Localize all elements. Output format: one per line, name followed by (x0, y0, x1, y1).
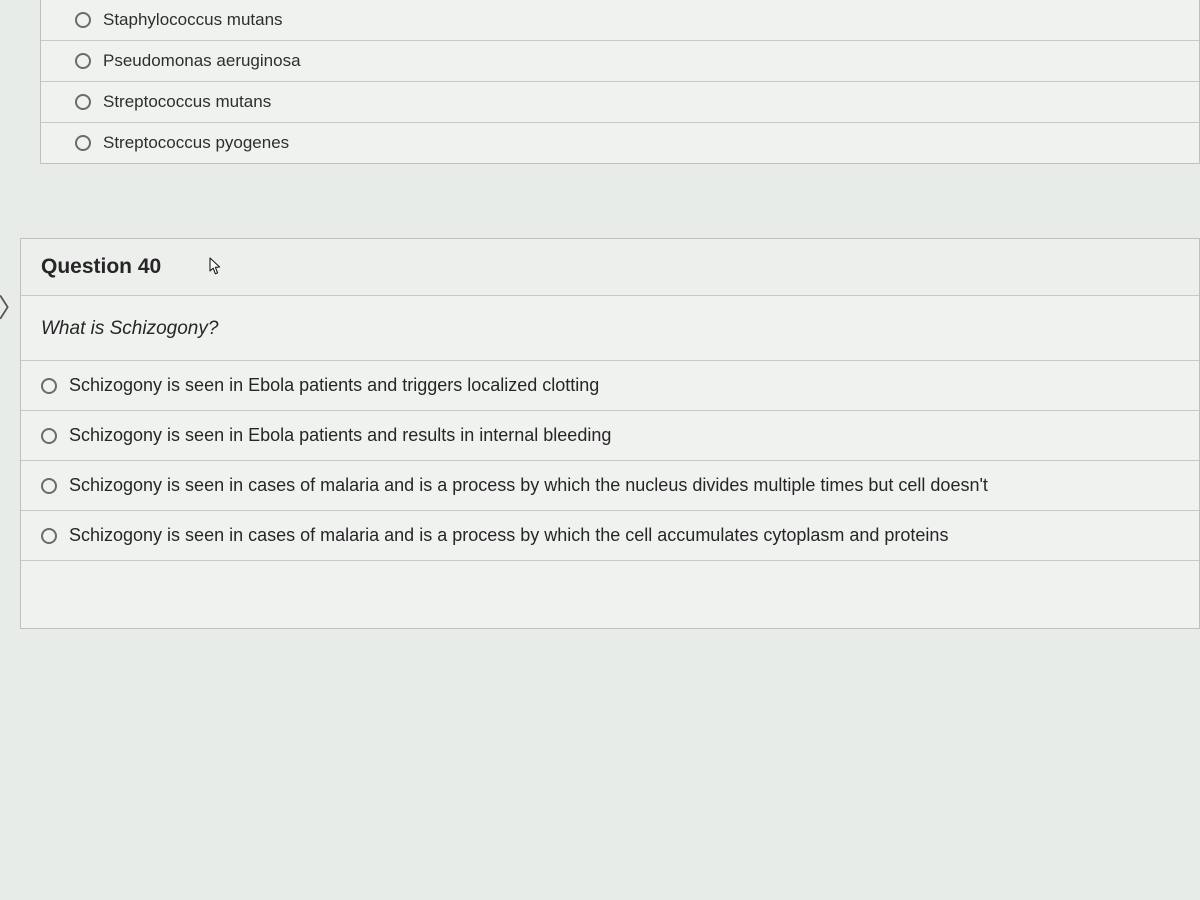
question-prompt: What is Schizogony? (21, 296, 1199, 361)
question-title: Question 40 (41, 255, 161, 279)
prev-option[interactable]: Streptococcus pyogenes (41, 122, 1199, 163)
q40-option[interactable]: Schizogony is seen in Ebola patients and… (21, 410, 1199, 460)
option-label: Schizogony is seen in cases of malaria a… (69, 525, 948, 546)
option-label: Pseudomonas aeruginosa (103, 51, 301, 71)
previous-question-options: Staphylococcus mutans Pseudomonas aerugi… (40, 0, 1200, 164)
option-label: Schizogony is seen in Ebola patients and… (69, 375, 599, 396)
q40-option[interactable]: Schizogony is seen in Ebola patients and… (21, 361, 1199, 410)
question-header: Question 40 (21, 239, 1199, 296)
radio-icon[interactable] (41, 478, 57, 494)
q40-option[interactable]: Schizogony is seen in cases of malaria a… (21, 460, 1199, 510)
option-label: Streptococcus mutans (103, 92, 271, 112)
radio-icon[interactable] (75, 53, 91, 69)
option-label: Streptococcus pyogenes (103, 133, 289, 153)
radio-icon[interactable] (75, 94, 91, 110)
radio-icon[interactable] (41, 528, 57, 544)
prev-question-nav[interactable]: 〉 (0, 288, 16, 328)
question-footer-space (21, 560, 1199, 628)
question-40: Question 40 What is Schizogony? Schizogo… (20, 238, 1200, 629)
radio-icon[interactable] (41, 378, 57, 394)
prev-option[interactable]: Pseudomonas aeruginosa (41, 40, 1199, 81)
q40-option[interactable]: Schizogony is seen in cases of malaria a… (21, 510, 1199, 560)
prev-option[interactable]: Streptococcus mutans (41, 81, 1199, 122)
option-label: Staphylococcus mutans (103, 10, 283, 30)
radio-icon[interactable] (75, 12, 91, 28)
option-label: Schizogony is seen in Ebola patients and… (69, 425, 611, 446)
radio-icon[interactable] (75, 135, 91, 151)
cursor-icon (209, 257, 223, 277)
radio-icon[interactable] (41, 428, 57, 444)
prev-option[interactable]: Staphylococcus mutans (41, 0, 1199, 40)
option-label: Schizogony is seen in cases of malaria a… (69, 475, 988, 496)
